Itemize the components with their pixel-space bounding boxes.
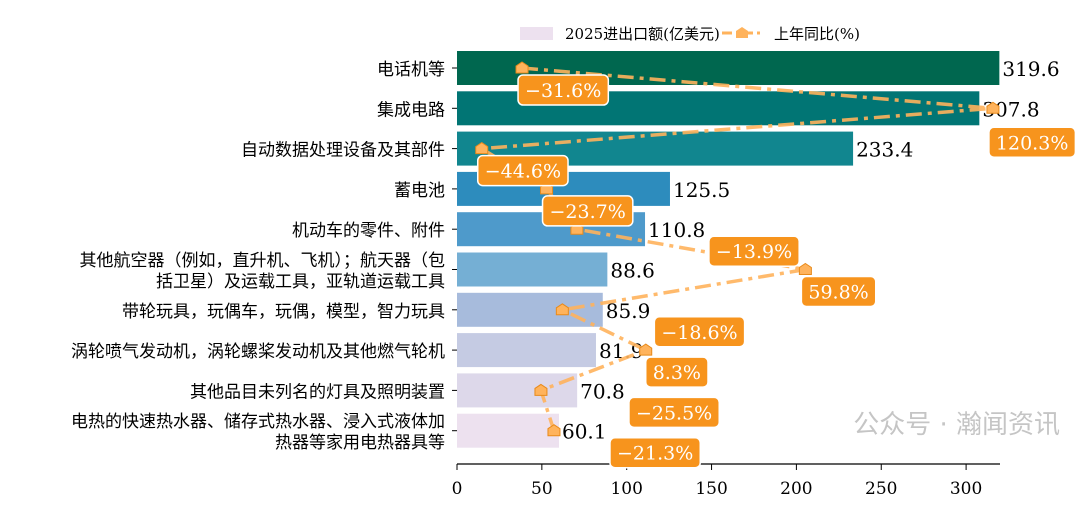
x-tick-label: 300: [950, 479, 982, 499]
yoy-label: −25.5%: [636, 402, 712, 424]
category-label: 涡轮喷气发动机，涡轮螺桨发动机及其他燃气轮机: [71, 342, 445, 362]
category-label: 电热的快速热水器、储存式热水器、浸入式液体加: [71, 412, 445, 432]
yoy-marker: [986, 101, 1000, 114]
yoy-label-box: [653, 316, 746, 348]
yoy-label-box: [644, 356, 709, 388]
category-label: 自动数据处理设备及其部件: [241, 141, 445, 161]
bar-value-label: 319.6: [1002, 57, 1059, 81]
x-tick-label: 0: [452, 479, 463, 499]
legend-line-label: 上年同比(%): [774, 25, 860, 43]
legend-bar-swatch: [520, 27, 553, 40]
yoy-label-box: [988, 126, 1077, 159]
bar: [457, 292, 603, 327]
yoy-marker: [639, 343, 653, 356]
bar: [457, 373, 578, 408]
category-label: 集成电路: [377, 100, 445, 120]
watermark: 公众号 · 瀚闻资讯: [853, 410, 1060, 440]
category-label: 带轮玩具，玩偶车，玩偶，模型，智力玩具: [122, 302, 445, 322]
bar-value-label: 233.4: [856, 138, 913, 162]
category-label: 机动车的零件、附件: [292, 221, 445, 241]
yoy-label-box: [708, 235, 800, 267]
category-label: 其他品目未列名的灯具及照明装置: [190, 382, 445, 402]
bar-value-label: 70.8: [580, 379, 625, 403]
yoy-label: −23.7%: [550, 201, 626, 223]
yoy-label: 120.3%: [996, 132, 1068, 154]
yoy-label: −31.6%: [525, 80, 601, 102]
bar-value-label: 125.5: [673, 178, 730, 202]
yoy-label: 59.8%: [808, 282, 868, 304]
legend-line-marker: [736, 27, 748, 38]
yoy-marker: [555, 303, 569, 316]
yoy-label: −44.6%: [485, 161, 561, 183]
bar: [457, 333, 596, 368]
x-tick-label: 200: [780, 479, 812, 499]
yoy-label: −21.3%: [617, 443, 693, 465]
bar-value-label: 60.1: [562, 420, 607, 444]
yoy-line: [476, 66, 994, 432]
yoy-label-box: [541, 195, 634, 227]
x-tick-label: 100: [610, 479, 642, 499]
x-tick-label: 250: [865, 479, 897, 499]
bar: [457, 252, 608, 287]
yoy-marker: [798, 262, 812, 275]
legend-bar-label: 2025进出口额(亿美元): [565, 25, 720, 43]
yoy-marker: [475, 141, 489, 155]
x-tick-label: 50: [531, 479, 553, 499]
yoy-marker: [534, 383, 548, 396]
yoy-label: 8.3%: [653, 362, 701, 384]
category-label: 括卫星）及运载工具，亚轨道运载工具: [156, 272, 445, 292]
yoy-label-box: [800, 275, 877, 308]
yoy-label-box: [628, 396, 720, 429]
category-label: 电话机等: [377, 60, 445, 80]
category-label: 其他航空器（例如，直升机、飞机）；航天器（包: [80, 251, 446, 271]
yoy-label-box: [609, 436, 702, 469]
yoy-label-box: [476, 154, 569, 187]
bar-value-label: 88.6: [610, 259, 655, 283]
category-label: 热器等家用电热器具等: [275, 433, 445, 453]
x-tick-label: 150: [695, 479, 727, 499]
category-label: 蓄电池: [394, 181, 445, 201]
yoy-marker: [515, 61, 529, 74]
bar: [457, 413, 559, 448]
yoy-label: −18.6%: [661, 322, 737, 344]
bar-value-label: 110.8: [648, 218, 705, 242]
yoy-marker: [547, 424, 561, 437]
yoy-label-box: [517, 74, 610, 106]
yoy-label: −13.9%: [716, 241, 792, 263]
